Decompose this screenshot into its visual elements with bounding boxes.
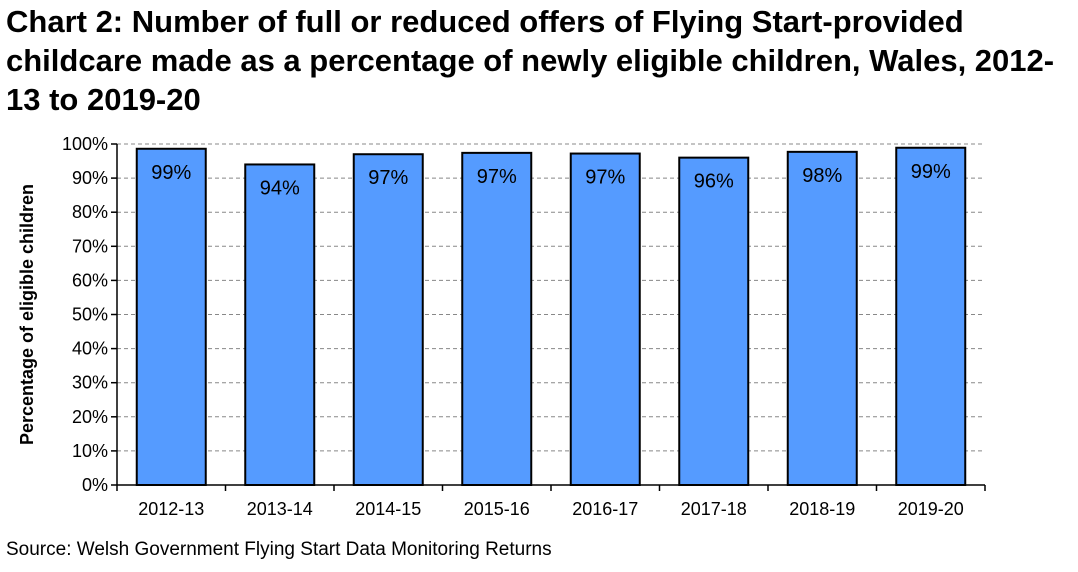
x-tick-label: 2013-14: [247, 499, 313, 519]
data-label: 99%: [151, 162, 191, 184]
data-label: 97%: [368, 167, 408, 189]
x-tick-label: 2016-17: [572, 499, 638, 519]
bar: [569, 152, 641, 486]
data-label: 94%: [260, 177, 300, 199]
bar: [461, 151, 533, 486]
y-tick-label: 20%: [72, 407, 108, 427]
bar: [786, 150, 858, 487]
y-tick-label: 50%: [72, 305, 108, 325]
y-tick-label: 100%: [62, 134, 108, 154]
data-label: 96%: [694, 171, 734, 193]
y-axis-label: Percentage of eligible children: [17, 184, 37, 445]
bar: [352, 153, 424, 486]
chart-title: Chart 2: Number of full or reduced offer…: [6, 4, 1055, 117]
bar: [678, 156, 750, 486]
y-tick-label: 40%: [72, 339, 108, 359]
y-tick-label: 60%: [72, 270, 108, 290]
x-tick-label: 2019-20: [898, 499, 964, 519]
bar: [244, 163, 316, 487]
y-tick-label: 0%: [82, 475, 108, 495]
data-label: 98%: [802, 165, 842, 187]
y-tick-label: 30%: [72, 373, 108, 393]
data-label: 97%: [477, 166, 517, 188]
y-tick-label: 90%: [72, 168, 108, 188]
y-tick-label: 70%: [72, 236, 108, 256]
x-tick-label: 2015-16: [464, 499, 530, 519]
x-tick-label: 2018-19: [789, 499, 855, 519]
x-tick-label: 2017-18: [681, 499, 747, 519]
bar: [135, 147, 207, 487]
data-label: 99%: [911, 161, 951, 183]
bar: [895, 146, 967, 486]
source-note: Source: Welsh Government Flying Start Da…: [6, 539, 552, 560]
x-tick-label: 2014-15: [355, 499, 421, 519]
data-label: 97%: [585, 167, 625, 189]
y-tick-label: 80%: [72, 202, 108, 222]
y-tick-label: 10%: [72, 441, 108, 461]
x-tick-label: 2012-13: [138, 499, 204, 519]
